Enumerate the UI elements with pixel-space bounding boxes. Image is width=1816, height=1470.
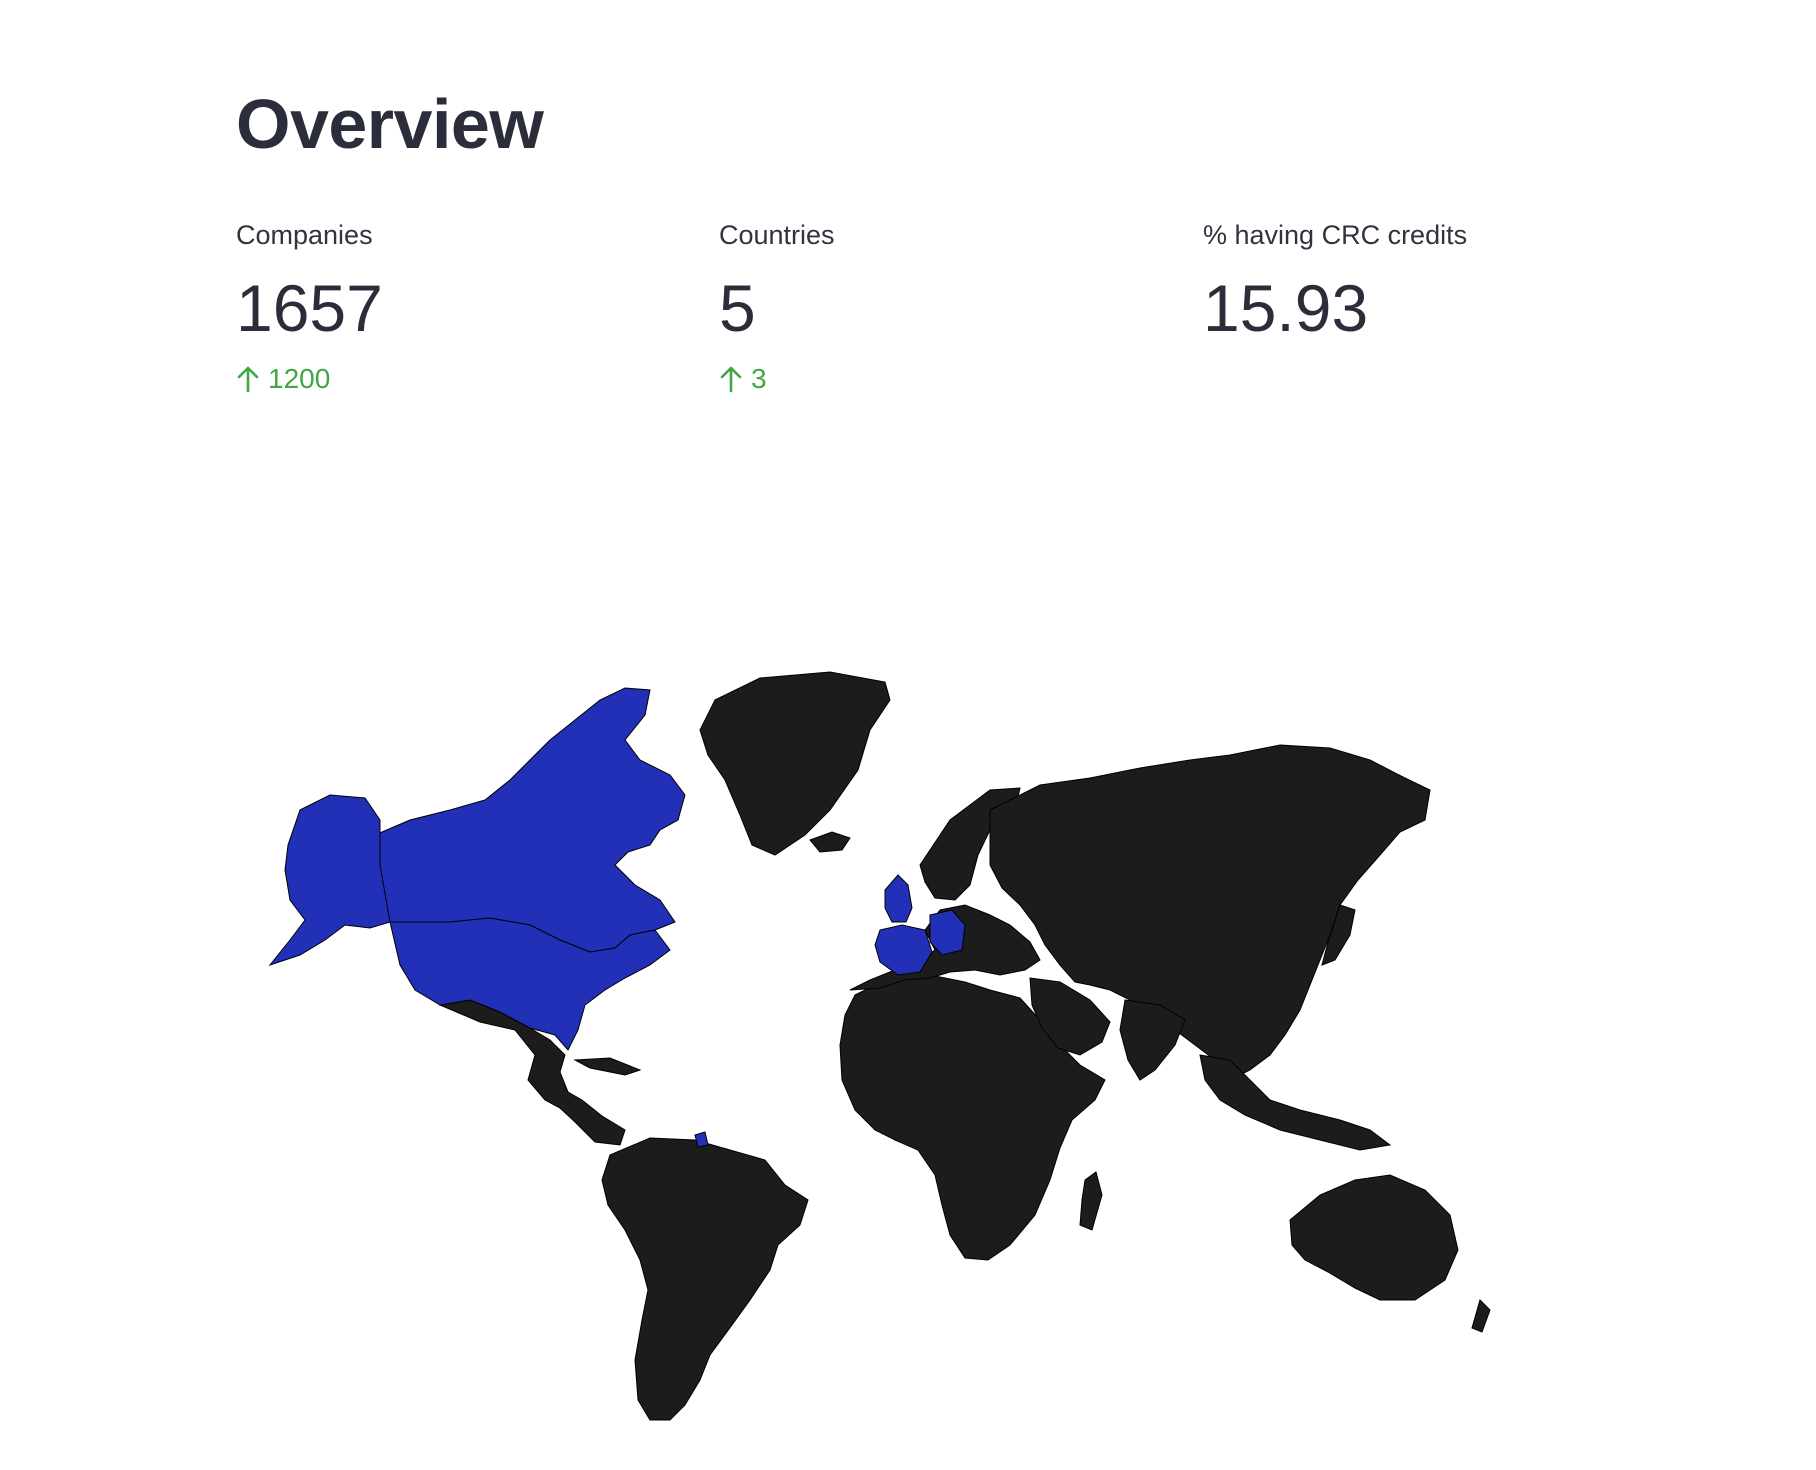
country-africa[interactable]: [839, 974, 1106, 1261]
country-mexico[interactable]: [438, 999, 626, 1146]
country-arabia[interactable]: [1029, 977, 1111, 1056]
arrow-up-icon: [720, 366, 742, 393]
country-france[interactable]: [874, 924, 933, 976]
country-southeast-asia[interactable]: [1199, 1054, 1392, 1151]
country-canada[interactable]: [369, 687, 686, 953]
non-highlighted-countries: [438, 671, 1491, 1421]
country-australia[interactable]: [1289, 1174, 1459, 1301]
metric-value: 15.93: [1203, 271, 1369, 345]
country-india[interactable]: [1119, 999, 1186, 1081]
metric-label: Countries: [719, 220, 835, 250]
metric-companies: Companies 1657 1200: [236, 218, 656, 396]
metric-delta: 1200: [236, 362, 656, 396]
country-united-kingdom[interactable]: [884, 874, 913, 923]
metric-label: % having CRC credits: [1203, 220, 1468, 250]
country-usa-alaska[interactable]: [268, 794, 391, 967]
country-south-america[interactable]: [601, 1137, 809, 1421]
metric-label: Companies: [236, 220, 373, 250]
metric-delta-value: 3: [751, 363, 767, 394]
metric-delta-value: 1200: [268, 363, 331, 394]
country-madagascar[interactable]: [1079, 1171, 1103, 1231]
country-germany[interactable]: [929, 909, 966, 956]
world-map-svg[interactable]: [230, 660, 1670, 1440]
metric-countries: Countries 5 3: [719, 218, 1139, 396]
metric-value: 1657: [236, 271, 383, 345]
metric-value: 5: [719, 271, 756, 345]
country-japan[interactable]: [1321, 904, 1356, 966]
country-greenland[interactable]: [699, 671, 891, 856]
country-iceland[interactable]: [809, 831, 851, 853]
country-usa[interactable]: [389, 917, 671, 1051]
country-new-zealand[interactable]: [1471, 1299, 1491, 1333]
highlighted-countries: [268, 687, 966, 1148]
metric-crc-credits: % having CRC credits 15.93: [1203, 218, 1623, 346]
page-title: Overview: [236, 85, 544, 163]
arrow-up-icon: [237, 366, 259, 393]
country-russia-asia[interactable]: [989, 744, 1431, 1081]
country-cuba[interactable]: [573, 1057, 642, 1076]
metric-delta: 3: [719, 362, 1139, 396]
country-french-guiana[interactable]: [694, 1131, 709, 1148]
world-choropleth-map[interactable]: [230, 660, 1670, 1440]
